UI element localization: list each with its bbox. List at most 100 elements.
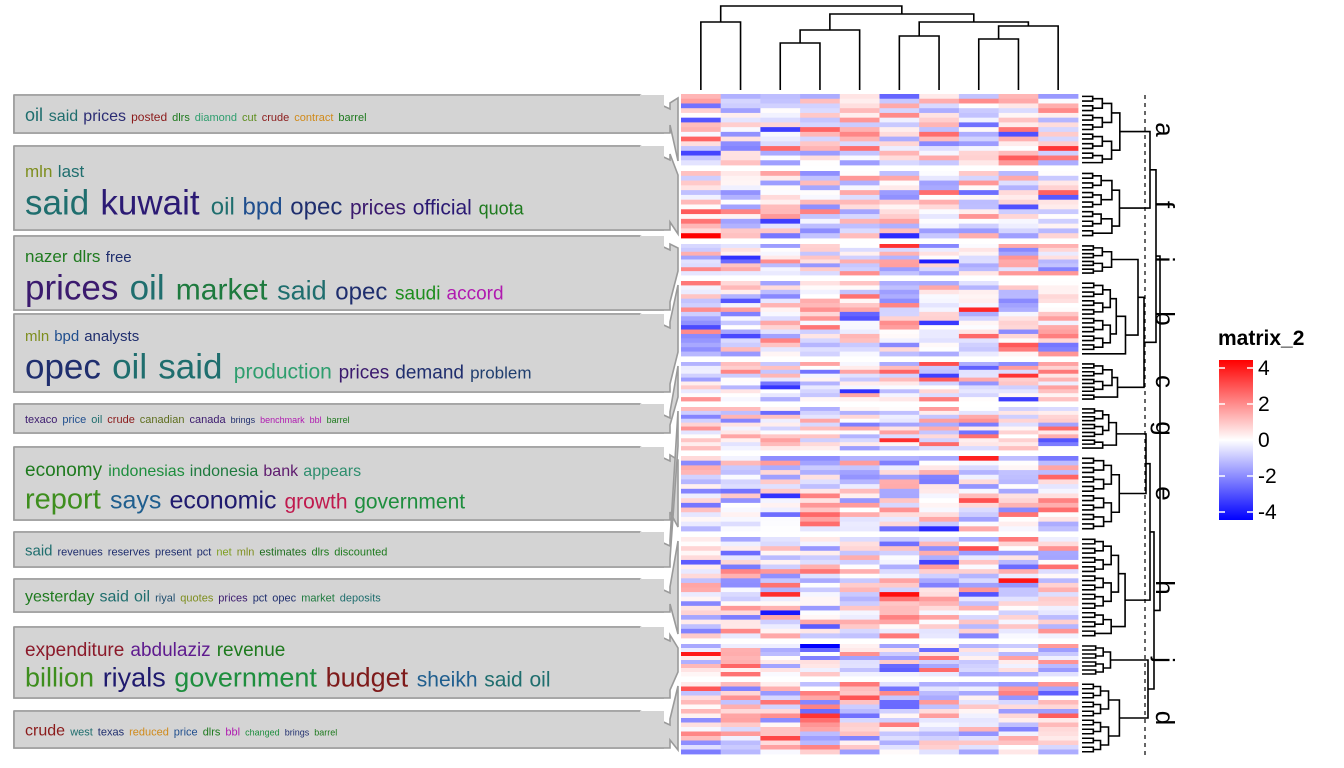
heatmap-cell (958, 103, 999, 109)
heatmap-cell (760, 233, 801, 239)
heatmap-cell (800, 365, 841, 371)
heatmap-cell (998, 141, 1039, 147)
heatmap-cell (879, 414, 920, 420)
heatmap-cell (681, 700, 722, 705)
heatmap-cell (958, 365, 999, 371)
heatmap-cell (839, 223, 880, 229)
heatmap-cell (800, 381, 841, 386)
heatmap-cell (919, 373, 960, 378)
dendrogram-branch (1103, 545, 1112, 566)
heatmap-cell (1038, 605, 1079, 611)
dendrogram-branch (1082, 220, 1094, 227)
heatmap-cell (760, 512, 801, 518)
heatmap-cell (839, 628, 880, 634)
heatmap-cell (879, 141, 920, 147)
heatmap-cell (720, 267, 761, 272)
heatmap-cell (998, 98, 1039, 104)
heatmap-cell (839, 456, 880, 462)
heatmap-cell (760, 365, 801, 371)
heatmap-cell (681, 136, 722, 142)
row-group-label: g (1150, 421, 1180, 435)
heatmap-cell (681, 731, 722, 737)
heatmap-cell (958, 136, 999, 142)
dendrogram-branch (1082, 457, 1095, 464)
heatmap-cell (800, 582, 841, 588)
heatmap-cell (681, 507, 722, 513)
heatmap-cell (720, 112, 761, 119)
heatmap-cell (720, 564, 761, 570)
heatmap-cell (879, 194, 920, 201)
heatmap-cell (919, 605, 960, 611)
word-cloud-word: oil (25, 105, 43, 125)
heatmap-cell (919, 160, 960, 166)
word-cloud-word: said (484, 669, 523, 692)
heatmap-cell (800, 307, 841, 313)
heatmap-cell (720, 555, 761, 561)
heatmap-cell (919, 682, 960, 687)
heatmap-cell (760, 578, 801, 584)
heatmap-cell (958, 194, 999, 201)
heatmap-cell (800, 633, 841, 639)
heatmap-cell (760, 700, 801, 705)
heatmap-cell (681, 94, 722, 100)
heatmap-cell (839, 605, 880, 611)
heatmap-cell (681, 377, 722, 382)
dendrogram-branch (799, 29, 861, 90)
heatmap-cell (681, 194, 722, 201)
heatmap-cell (919, 255, 960, 260)
heatmap-cell (919, 194, 960, 201)
heatmap-cell (760, 175, 801, 181)
heatmap-cell (1038, 507, 1079, 513)
heatmap-cell (760, 347, 801, 352)
heatmap-cell (720, 150, 761, 156)
heatmap-cell (760, 498, 801, 504)
heatmap-cell (919, 546, 960, 552)
heatmap-cell (919, 108, 960, 114)
heatmap-cell (998, 311, 1039, 317)
heatmap-cell (1038, 103, 1079, 109)
heatmap-cell (681, 204, 722, 210)
heatmap-cell (1038, 727, 1079, 732)
heatmap-cell (681, 271, 722, 276)
heatmap-cell (879, 664, 920, 669)
heatmap-cell (958, 516, 999, 523)
heatmap-cell (879, 294, 920, 300)
heatmap-cell (681, 573, 722, 579)
heatmap-cell (800, 136, 841, 142)
heatmap-cell (919, 704, 960, 710)
heatmap-cell (760, 592, 801, 598)
heatmap-cell (720, 596, 761, 602)
heatmap-cell (760, 470, 801, 476)
heatmap-cell (760, 112, 801, 119)
dendrogram-branch (1082, 95, 1094, 102)
heatmap-cell (879, 526, 920, 532)
heatmap-cell (919, 397, 960, 402)
heatmap-cell (681, 244, 722, 249)
heatmap-cell (1038, 385, 1079, 390)
heatmap-cell (681, 199, 722, 205)
word-cloud-word: revenues (58, 546, 104, 558)
heatmap-cell (800, 271, 841, 276)
heatmap-cell (760, 108, 801, 114)
heatmap-cell (720, 146, 761, 152)
heatmap-cell (681, 407, 722, 412)
heatmap-cell (1038, 615, 1079, 621)
heatmap-cell (879, 185, 920, 191)
dendrogram-branch (1100, 726, 1110, 746)
heatmap-cell (1038, 393, 1079, 398)
heatmap-cell (720, 320, 761, 326)
heatmap-cell (998, 578, 1039, 584)
heatmap-cell (919, 271, 960, 276)
heatmap-cell (720, 108, 761, 114)
heatmap-cell (800, 218, 841, 225)
heatmap-cell (839, 377, 880, 382)
heatmap-cell (998, 526, 1039, 532)
dendrogram-branch (1093, 284, 1104, 296)
heatmap-cell (800, 592, 841, 598)
heatmap-cell (958, 369, 999, 375)
heatmap-cell (760, 316, 801, 322)
heatmap-cell (919, 465, 960, 471)
heatmap-cell (998, 373, 1039, 378)
heatmap-cell (998, 294, 1039, 300)
heatmap-cell (720, 285, 761, 291)
